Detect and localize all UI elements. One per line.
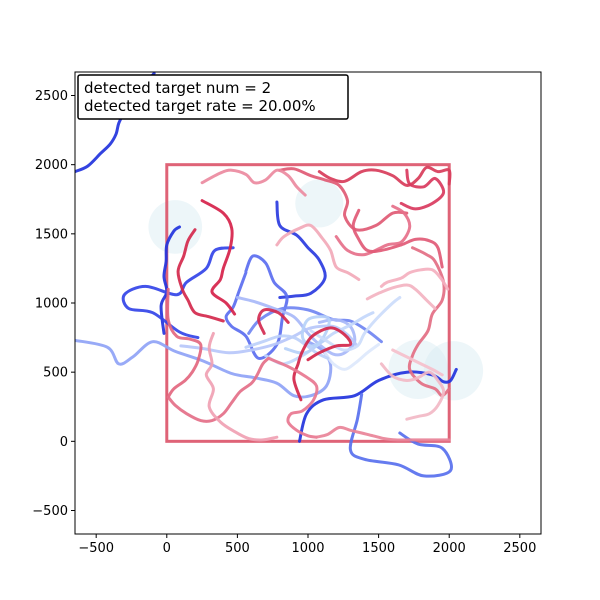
target-circle xyxy=(148,200,203,254)
trajectory-19 xyxy=(292,326,353,402)
y-tick-label: 2000 xyxy=(35,158,68,173)
x-tick-label: 2000 xyxy=(433,541,466,556)
x-axis: −500 0 500 1000 1500 2000 2500 xyxy=(78,534,536,556)
trajectory-25 xyxy=(351,208,444,269)
trajectory-23 xyxy=(407,246,451,398)
trajectory-1 xyxy=(159,225,181,335)
trajectories xyxy=(75,72,458,478)
trajectory-30 xyxy=(200,168,307,197)
trajectory-22 xyxy=(278,167,409,232)
trajectory-26 xyxy=(166,287,203,399)
annotation-detected-num: detected target num = 2 xyxy=(84,79,271,97)
y-tick-label: −500 xyxy=(32,504,68,519)
target-circle xyxy=(423,341,484,401)
x-tick-label: −500 xyxy=(78,541,114,556)
y-tick-label: 500 xyxy=(43,366,68,381)
trajectory-32 xyxy=(275,223,361,281)
plot-frame xyxy=(74,71,542,535)
annotation-frame xyxy=(77,74,349,120)
x-tick-label: 2500 xyxy=(503,541,536,556)
trajectory-14 xyxy=(323,343,381,371)
y-tick-label: 1000 xyxy=(35,297,68,312)
x-tick-label: 500 xyxy=(225,541,250,556)
y-tick-label: 1500 xyxy=(35,227,68,242)
annotation-box: detected target num = 2 detected target … xyxy=(77,74,349,120)
trajectory-27 xyxy=(166,356,270,423)
trajectory-21 xyxy=(399,168,446,211)
annotation-detected-rate: detected target rate = 20.00% xyxy=(84,97,316,115)
trajectory-16 xyxy=(200,199,237,316)
x-tick-label: 1000 xyxy=(291,541,324,556)
trajectory-6 xyxy=(348,392,453,478)
trajectory-31 xyxy=(204,331,279,442)
target-circles xyxy=(148,179,484,401)
trajectory-18 xyxy=(257,308,290,335)
trajectory-13 xyxy=(309,296,402,352)
trajectory-34 xyxy=(365,283,437,310)
trajectory-35 xyxy=(379,362,446,421)
y-axis: −500 0 500 1000 1500 2000 2500 xyxy=(32,89,75,519)
trajectory-33 xyxy=(379,267,450,291)
trajectory-5 xyxy=(224,254,289,360)
trajectory-36 xyxy=(391,348,444,377)
y-tick-label: 0 xyxy=(60,435,68,450)
trajectory-29 xyxy=(315,425,451,442)
trajectory-3 xyxy=(275,200,327,299)
trajectory-17 xyxy=(176,228,225,323)
trajectory-24 xyxy=(334,204,412,257)
trajectory-20 xyxy=(317,165,452,187)
trajectory-28 xyxy=(267,356,319,439)
trajectory-2 xyxy=(121,246,235,340)
trajectory-8 xyxy=(75,338,333,399)
x-tick-label: 0 xyxy=(163,541,171,556)
y-tick-label: 2500 xyxy=(35,89,68,104)
x-tick-label: 1500 xyxy=(362,541,395,556)
target-circle xyxy=(295,179,344,228)
